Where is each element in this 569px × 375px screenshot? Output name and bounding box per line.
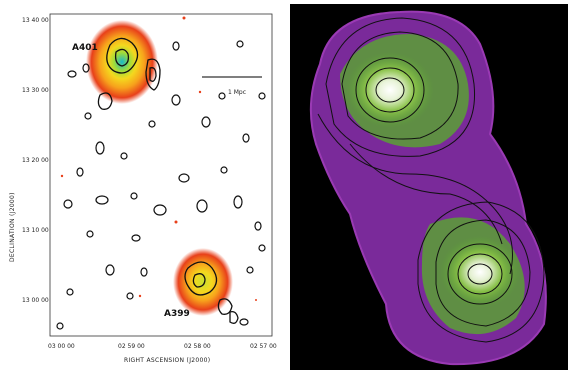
xray-image	[309, 10, 547, 366]
y-tick-label: 13 40 00	[22, 17, 49, 24]
radio-contour-map-panel: 1 Mpc A401 A399 13 40 00 13 30 00 13 20 …	[0, 0, 285, 371]
cluster-label-south: A399	[164, 309, 190, 319]
cluster-label-north: A401	[72, 43, 98, 53]
plot-frame	[49, 13, 273, 337]
point-source-contours	[56, 40, 266, 330]
y-tick-labels: 13 40 00 13 30 00 13 20 00 13 10 00 13 0…	[22, 17, 49, 304]
x-tick-label: 02 57 00	[250, 343, 277, 350]
contours-north	[97, 37, 161, 110]
x-tick-labels: 03 00 00 02 59 00 02 58 00 02 57 00	[48, 343, 277, 350]
y-axis-label: DECLINATION (J2000)	[9, 192, 16, 262]
xray-specks	[60, 16, 257, 301]
y-tick-label: 13 20 00	[22, 157, 49, 164]
x-axis-label: RIGHT ASCENSION (J2000)	[124, 357, 210, 364]
north-cluster-core	[346, 52, 434, 128]
x-tick-label: 02 59 00	[118, 343, 145, 350]
y-tick-label: 13 00 00	[22, 297, 49, 304]
xray-heat-north	[86, 20, 158, 104]
x-tick-label: 03 00 00	[48, 343, 75, 350]
contours-south	[184, 261, 239, 324]
scale-bar-label: 1 Mpc	[228, 89, 246, 96]
south-cluster-core	[440, 236, 520, 308]
x-tick-label: 02 58 00	[184, 343, 211, 350]
xray-contours	[317, 17, 545, 343]
xray-image-panel	[290, 4, 568, 370]
y-tick-label: 13 30 00	[22, 87, 49, 94]
xray-heat-south	[173, 248, 233, 316]
y-tick-label: 13 10 00	[22, 227, 49, 234]
radio-contour-map: 1 Mpc A401 A399 13 40 00 13 30 00 13 20 …	[9, 13, 277, 364]
